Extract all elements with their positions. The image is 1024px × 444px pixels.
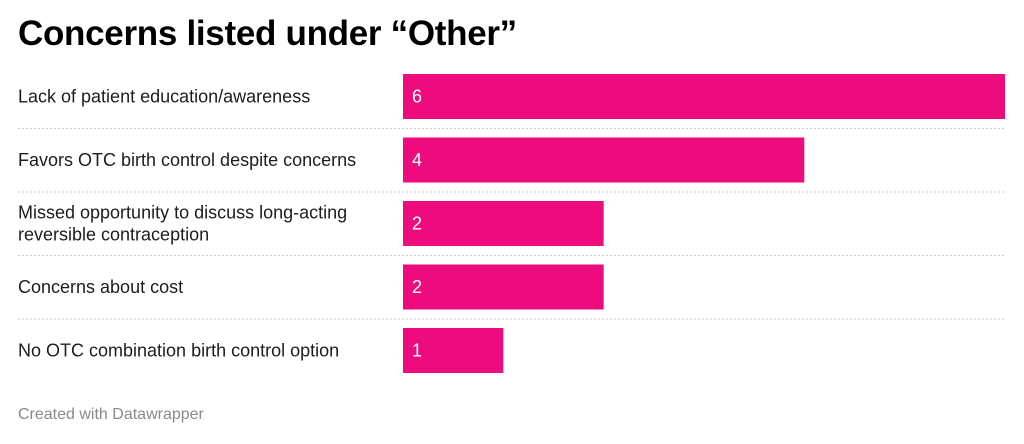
chart-title: Concerns listed under “Other” — [18, 14, 517, 53]
value-label: 2 — [412, 277, 422, 297]
bar — [403, 74, 1005, 119]
bar-chart: Lack of patient education/awareness 6 Favo… — [18, 74, 1005, 373]
category-label: Lack of patient education/awareness — [18, 87, 310, 107]
category-label: No OTC combination birth control option — [18, 341, 339, 361]
value-label: 4 — [412, 150, 422, 170]
category-label: reversible contraception — [18, 225, 209, 245]
credit-line: Created with Datawrapper — [18, 406, 204, 423]
value-label: 1 — [412, 341, 422, 361]
bar — [403, 137, 805, 183]
value-label: 2 — [412, 214, 422, 234]
value-label: 6 — [412, 87, 422, 107]
bar — [403, 264, 604, 310]
category-label: Missed opportunity to discuss long-actin… — [18, 203, 347, 223]
bar — [403, 201, 604, 246]
category-label: Favors OTC birth control despite concern… — [18, 150, 356, 170]
bar — [403, 328, 504, 373]
category-label: Concerns about cost — [18, 277, 183, 297]
